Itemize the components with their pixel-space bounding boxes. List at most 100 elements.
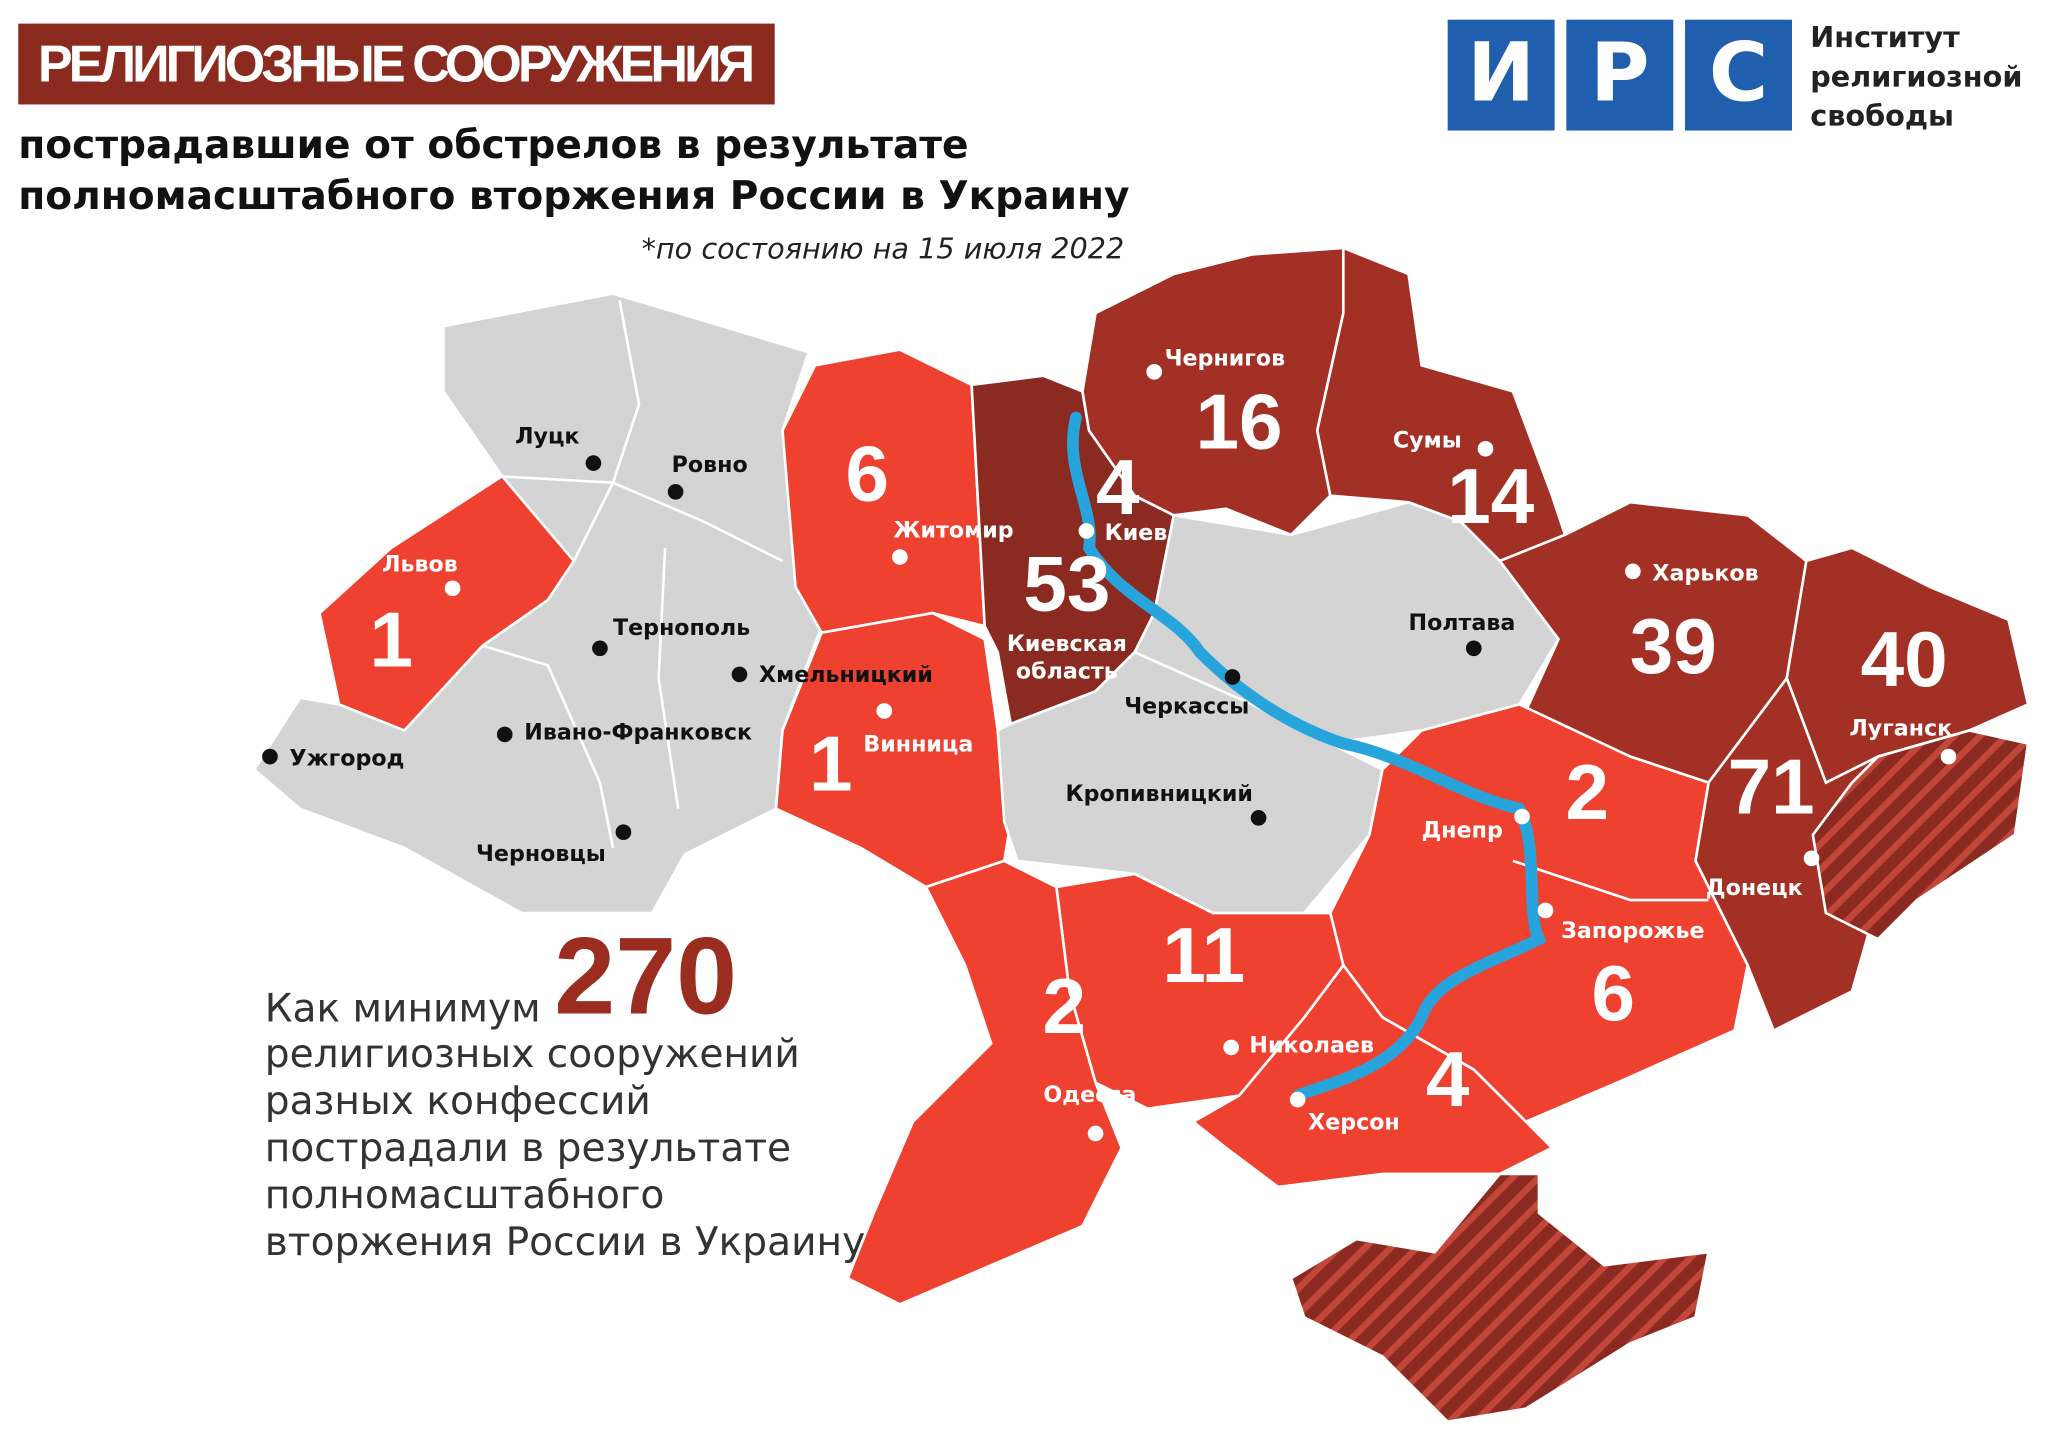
region-lviv: [318, 474, 576, 733]
city-label: Николаев: [1249, 1033, 1374, 1059]
note: *по состоянию на 15 июля 2022: [642, 232, 1125, 266]
city-dot: [592, 640, 608, 657]
city-dot: [1514, 808, 1530, 825]
logo-box: [1447, 19, 1555, 131]
city-dot: [1803, 850, 1820, 867]
region-count: 16: [1195, 378, 1282, 466]
region-count: 39: [1630, 602, 1717, 690]
city-label: Черновцы: [476, 841, 606, 867]
city-dot: [667, 483, 684, 500]
summary: Как минимум 270 религиозных сооружений р…: [265, 916, 865, 1265]
crimea: [1289, 1172, 1711, 1424]
region-count: 53: [1023, 539, 1110, 627]
border-lines: [1512, 859, 1709, 902]
city-label: Хмельницкий: [759, 662, 933, 688]
title: РЕЛИГИОЗНЫЕ СООРУЖЕНИЯ: [38, 36, 755, 94]
city-dot: [615, 824, 632, 841]
city-label: Полтава: [1409, 610, 1516, 636]
region-label: Киевская: [1007, 631, 1127, 657]
city-dot: [1146, 363, 1163, 380]
city-dot: [444, 580, 461, 597]
city-dot: [876, 703, 893, 719]
logo-box: [1685, 19, 1792, 131]
logo-letter: И: [1467, 26, 1535, 120]
city-label: Киев: [1105, 520, 1168, 546]
region-count: 1: [369, 595, 413, 683]
region-count: 2: [1042, 962, 1086, 1050]
logo-letter: Р: [1590, 26, 1649, 120]
river: [1067, 411, 1547, 1102]
region-count: 4: [1096, 443, 1140, 531]
border-lines: [482, 644, 615, 849]
city-label: Черкассы: [1124, 694, 1249, 720]
city-label: Одесса: [1043, 1082, 1136, 1108]
city-label: Ровно: [672, 452, 748, 478]
logo-text: свободы: [1810, 98, 1954, 132]
occupied-area: [1811, 729, 2030, 941]
city-dot: [496, 726, 513, 743]
city-label: Львов: [382, 551, 458, 577]
summary-line: пострадали в результате: [265, 1126, 791, 1171]
city-label: Ужгород: [290, 746, 405, 772]
region-count: 14: [1447, 452, 1535, 540]
map-regions: [252, 245, 2030, 1424]
summary-line: полномасштабного: [265, 1173, 665, 1218]
subtitle: пострадавшие от обстрелов в результате: [18, 123, 968, 168]
border-lines: [657, 547, 680, 809]
summary-line: разных конфессий: [265, 1079, 651, 1124]
city-label: Херсон: [1308, 1110, 1400, 1136]
city-dot: [585, 455, 602, 471]
city-dot: [1078, 523, 1095, 539]
border-lines: [572, 299, 641, 562]
city-label: Ивано-Франковск: [524, 720, 752, 746]
region-label: область: [1016, 658, 1118, 684]
city-label: Тернополь: [613, 615, 750, 641]
region-count: 4: [1426, 1035, 1470, 1123]
summary-prefix: Как минимум: [265, 986, 541, 1031]
region-kirovohrad: [996, 650, 1384, 915]
region-count: 1: [809, 719, 853, 807]
city-dot: [1087, 1125, 1104, 1142]
city-label: Луганск: [1849, 716, 1952, 742]
title-box: [18, 23, 775, 105]
region-count: 11: [1162, 911, 1245, 999]
summary-line: религиозных сооружений: [265, 1032, 800, 1077]
subtitle: полномасштабного вторжения России в Укра…: [18, 174, 1129, 219]
city-dot: [1537, 902, 1554, 919]
city-dot: [1224, 669, 1241, 685]
summary-line: вторжения России в Украину: [265, 1220, 865, 1265]
city-label: Харьков: [1652, 560, 1758, 586]
city-dot: [1250, 810, 1267, 826]
city-dot: [892, 549, 908, 565]
city-label: Запорожье: [1561, 918, 1704, 944]
city-dot: [1223, 1039, 1239, 1056]
logo-text: Институт: [1810, 20, 1960, 54]
logo-box: [1566, 19, 1674, 131]
city-dot: [1625, 563, 1641, 580]
city-label: Донецк: [1706, 875, 1803, 901]
logo-letter: С: [1709, 26, 1768, 120]
region-count: 40: [1861, 615, 1948, 703]
logo-text: религиозной: [1810, 59, 2022, 93]
city-label: Чернигов: [1165, 345, 1285, 371]
city-label: Сумы: [1393, 427, 1462, 453]
region-count: 6: [846, 430, 890, 518]
city-dot: [1289, 1091, 1306, 1108]
region-count: 2: [1565, 748, 1609, 836]
city-dot: [262, 748, 278, 765]
region-odesa: [846, 859, 1124, 1306]
logo: И Р С Институт религиозной свободы: [1447, 19, 2022, 132]
summary-total: 270: [554, 916, 737, 1038]
region-count: 6: [1592, 949, 1636, 1037]
border-lines: [495, 474, 784, 563]
city-dot: [1940, 748, 1957, 765]
city-label: Кропивницкий: [1066, 781, 1253, 807]
region-count: 71: [1728, 743, 1815, 831]
city-label: Житомир: [893, 517, 1013, 543]
city-dot: [731, 666, 748, 683]
city-dot: [1465, 640, 1482, 657]
city-dot: [1477, 440, 1494, 457]
city-label: Луцк: [515, 424, 579, 450]
city-label: Винница: [863, 731, 973, 757]
